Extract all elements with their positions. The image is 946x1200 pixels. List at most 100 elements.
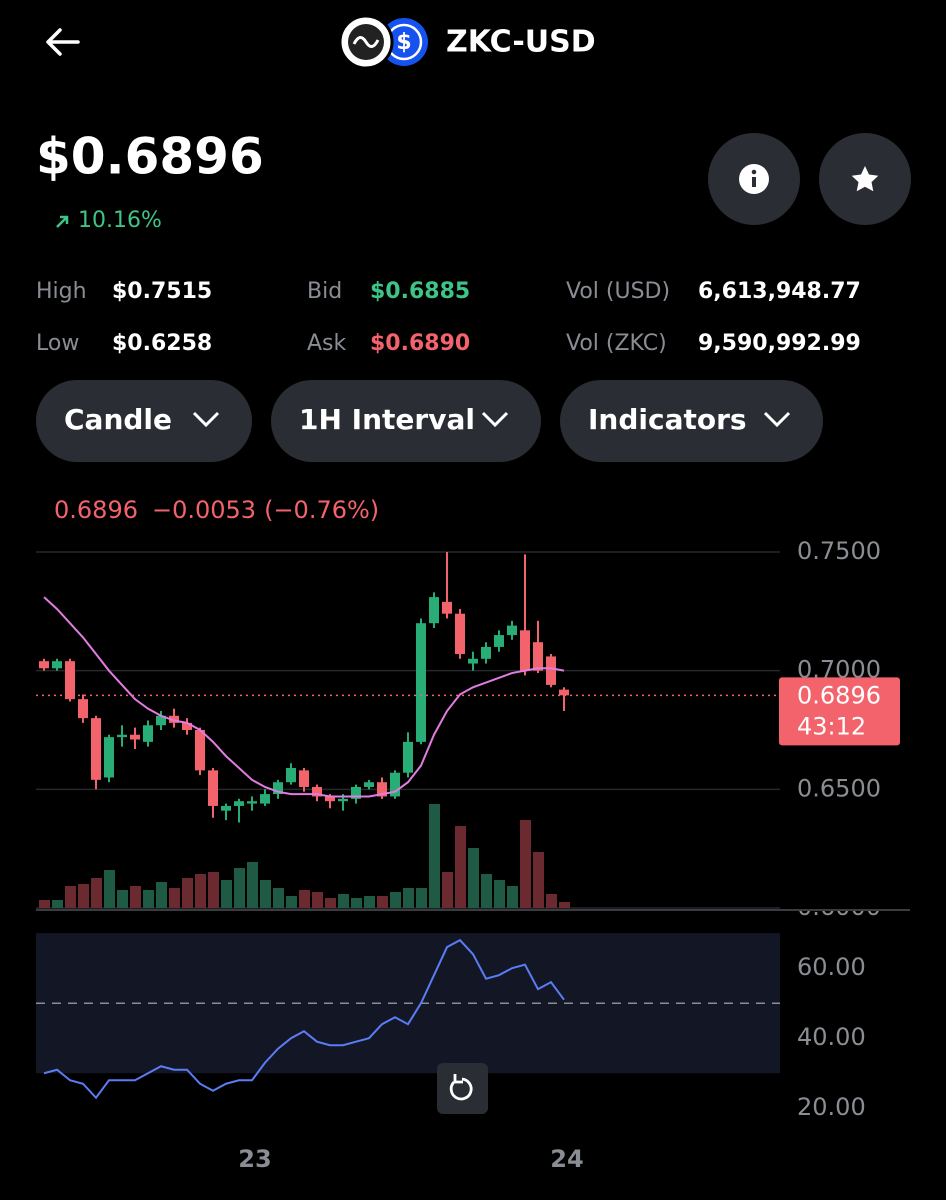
candle-body — [468, 658, 478, 664]
reset-button[interactable] — [437, 1063, 488, 1114]
legend-change: −0.0053 — [152, 496, 256, 524]
candle-body — [390, 772, 400, 797]
volume-bar — [533, 852, 544, 908]
rsi-tick-label: 20.00 — [797, 1093, 866, 1121]
y-tick-label: 0.6500 — [797, 774, 881, 802]
dropdown-bg — [271, 380, 541, 462]
volume-bar — [273, 888, 284, 908]
volume-bar — [520, 820, 531, 908]
candle-body — [403, 741, 413, 773]
candle-body — [364, 782, 374, 787]
candle-body — [455, 613, 465, 655]
svg-text:$: $ — [396, 30, 411, 55]
dropdown[interactable]: 1H Interval — [271, 380, 541, 462]
volume-bar — [78, 884, 89, 908]
candle-body — [273, 782, 283, 795]
legend: 0.6896 −0.0053 (−0.76%) — [54, 496, 379, 524]
moving-average — [43, 596, 565, 798]
candle-body — [91, 718, 101, 780]
title: ZKC-USD — [446, 25, 596, 60]
volume-bar — [91, 878, 102, 908]
dropdown-label: Candle — [64, 403, 172, 436]
candle-body — [325, 796, 335, 802]
candle-body — [195, 730, 205, 771]
volume-bar — [403, 888, 414, 908]
volume-bar — [221, 880, 232, 908]
candle-body — [494, 635, 504, 647]
candle-body — [208, 770, 218, 806]
y-tick-label: 0.7500 — [797, 537, 881, 565]
candle-body — [78, 699, 88, 719]
volume-bar — [260, 880, 271, 908]
volume-bar — [559, 902, 570, 908]
favorite-button[interactable] — [819, 133, 911, 225]
dropdown-bg — [560, 380, 823, 462]
axis-mask — [782, 895, 912, 909]
volume-bar — [247, 862, 258, 908]
rsi-tick-label: 60.00 — [797, 953, 866, 981]
candle-body — [559, 689, 569, 696]
candle-body — [39, 661, 49, 669]
rsi-tick-label: 40.00 — [797, 1023, 866, 1051]
candle-body — [143, 725, 153, 742]
chevron — [192, 411, 220, 428]
volume-bar — [429, 804, 440, 908]
candle-body — [442, 601, 452, 614]
volume-bar — [39, 900, 50, 908]
candle-body — [65, 661, 75, 700]
volume-bar — [130, 886, 141, 908]
stat-label: Vol (ZKC) — [566, 331, 667, 356]
x-tick-label: 23 — [238, 1145, 271, 1173]
volume-bar — [299, 890, 310, 908]
candle-body — [117, 734, 127, 738]
volume-bar — [104, 870, 115, 908]
volume-bar — [364, 896, 375, 908]
volume-bar — [117, 890, 128, 908]
dropdown[interactable]: Indicators — [560, 380, 823, 462]
volume-bar — [351, 898, 362, 908]
price: $0.6896 — [36, 128, 264, 186]
legend-price: 0.6896 — [54, 496, 138, 524]
candle-body — [182, 722, 192, 730]
volume-bar — [234, 868, 245, 908]
stat-label: Vol (USD) — [566, 279, 670, 304]
dropdown-label: 1H Interval — [299, 403, 475, 436]
candle-body — [221, 805, 231, 811]
candle-body — [546, 656, 556, 685]
volume-bar — [65, 886, 76, 908]
volume-bar — [507, 886, 518, 908]
candle-body — [416, 623, 426, 742]
back-button[interactable] — [46, 28, 80, 56]
candle-body — [338, 798, 348, 802]
volume-bar — [455, 826, 466, 908]
candle-body — [481, 646, 491, 659]
volume-bar — [208, 872, 219, 908]
volume-bar — [494, 880, 505, 908]
stat-label: High — [36, 279, 87, 304]
volume-bar — [169, 888, 180, 908]
volume-bar — [481, 874, 492, 908]
volume-bar — [286, 896, 297, 908]
volume-bar — [338, 894, 349, 908]
volume-bar — [390, 892, 401, 908]
chevron — [763, 411, 791, 428]
candle-body — [169, 715, 179, 723]
volume-bar — [468, 848, 479, 908]
info-button[interactable] — [708, 133, 800, 225]
legend-percent: (−0.76%) — [264, 496, 379, 524]
volume-bar — [312, 892, 323, 908]
stat-label: Bid — [307, 279, 342, 304]
stat-label: Ask — [307, 331, 347, 356]
volume-bar — [143, 890, 154, 908]
candle-body — [377, 782, 387, 797]
volume-bar — [195, 874, 206, 908]
x-tick-label: 24 — [550, 1145, 583, 1173]
stat-value: 9,590,992.99 — [698, 331, 861, 356]
dropdown[interactable]: Candle — [36, 380, 252, 462]
rsi-line — [43, 938, 565, 1100]
stat-value: $0.7515 — [112, 279, 212, 304]
candle-body — [52, 661, 62, 669]
volume-bar — [546, 894, 557, 908]
stat-value: $0.6885 — [370, 279, 470, 304]
volume-bar — [442, 872, 453, 908]
